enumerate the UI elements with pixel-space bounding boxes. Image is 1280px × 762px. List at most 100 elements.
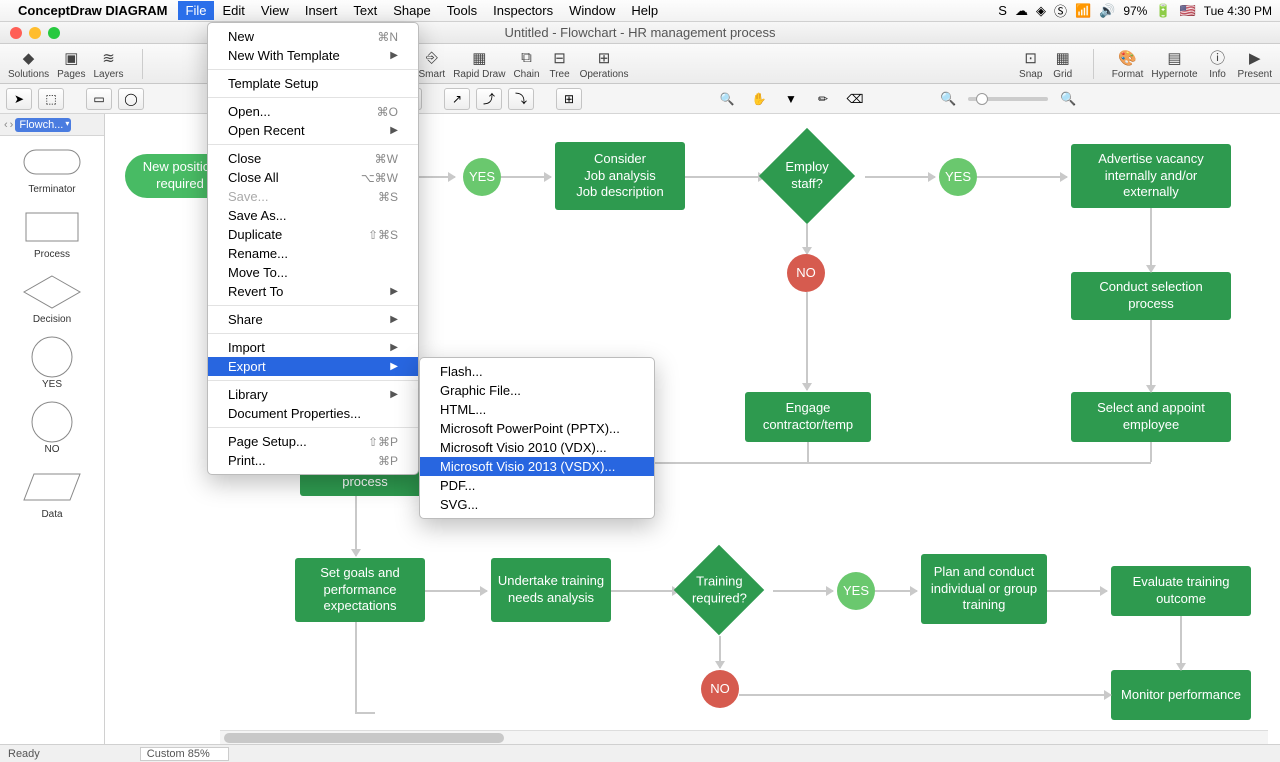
filemenu-duplicate[interactable]: Duplicate⇧⌘S [208, 225, 418, 244]
zoom-select[interactable]: Custom 85% [140, 747, 229, 761]
eyedropper-tool[interactable]: ✏ [810, 88, 836, 110]
filemenu-open-recent[interactable]: Open Recent▶ [208, 121, 418, 140]
menu-view[interactable]: View [253, 1, 297, 20]
toolbar-hypernote[interactable]: ▤Hypernote [1151, 48, 1197, 80]
battery-icon[interactable]: 🔋 [1155, 3, 1171, 19]
pointer-tool[interactable]: ➤ [6, 88, 32, 110]
eraser-tool[interactable]: ⌫ [842, 88, 868, 110]
node-employ-staff[interactable]: Employ staff? [759, 128, 855, 224]
menu-shape[interactable]: Shape [385, 1, 439, 20]
text-tool[interactable]: ⊞ [556, 88, 582, 110]
node-consider[interactable]: Consider Job analysis Job description [555, 142, 685, 210]
filemenu-library[interactable]: Library▶ [208, 385, 418, 404]
skype-icon[interactable]: Ⓢ [1054, 1, 1067, 20]
filemenu-new-with-template[interactable]: New With Template▶ [208, 46, 418, 65]
export-graphic-file-[interactable]: Graphic File... [420, 381, 654, 400]
shape-decision[interactable]: Decision [4, 274, 100, 325]
filemenu-share[interactable]: Share▶ [208, 310, 418, 329]
node-evaluate[interactable]: Evaluate training outcome [1111, 566, 1251, 616]
ellipse-tool[interactable]: ◯ [118, 88, 144, 110]
flag-icon[interactable]: 🇺🇸 [1180, 3, 1196, 19]
menu-window[interactable]: Window [561, 1, 623, 20]
filemenu-move-to-[interactable]: Move To... [208, 263, 418, 282]
menu-edit[interactable]: Edit [214, 1, 252, 20]
node-yes-3[interactable]: YES [837, 572, 875, 610]
shape-terminator[interactable]: Terminator [4, 144, 100, 195]
toolbar-rapid-draw[interactable]: ▦Rapid Draw [453, 48, 505, 80]
filemenu-new[interactable]: New⌘N [208, 27, 418, 46]
export-flash-[interactable]: Flash... [420, 362, 654, 381]
export-html-[interactable]: HTML... [420, 400, 654, 419]
export-pdf-[interactable]: PDF... [420, 476, 654, 495]
node-no-2[interactable]: NO [701, 670, 739, 708]
filemenu-print-[interactable]: Print...⌘P [208, 451, 418, 470]
menu-file[interactable]: File [178, 1, 215, 20]
cloud-icon[interactable]: ☁ [1015, 3, 1028, 19]
filemenu-page-setup-[interactable]: Page Setup...⇧⌘P [208, 432, 418, 451]
node-monitor[interactable]: Monitor performance [1111, 670, 1251, 720]
connector-tool[interactable]: ↗ [444, 88, 470, 110]
export-microsoft-powerpoint-pptx-[interactable]: Microsoft PowerPoint (PPTX)... [420, 419, 654, 438]
toolbar-present[interactable]: ▶Present [1238, 48, 1272, 80]
battery-percent[interactable]: 97% [1123, 4, 1147, 18]
stamp-tool[interactable]: ▼ [778, 88, 804, 110]
maximize-window[interactable] [48, 27, 60, 39]
diamond-icon[interactable]: ◈ [1036, 3, 1046, 19]
rect-tool[interactable]: ▭ [86, 88, 112, 110]
node-plan-conduct[interactable]: Plan and conduct individual or group tra… [921, 554, 1047, 624]
menu-text[interactable]: Text [345, 1, 385, 20]
shape-process[interactable]: Process [4, 209, 100, 260]
crumb-fwd[interactable]: › [10, 119, 14, 131]
node-advertise[interactable]: Advertise vacancy internally and/or exte… [1071, 144, 1231, 208]
node-select-appoint[interactable]: Select and appoint employee [1071, 392, 1231, 442]
filemenu-document-properties-[interactable]: Document Properties... [208, 404, 418, 423]
node-training-required[interactable]: Training required? [674, 545, 765, 636]
export-microsoft-visio-2013-vsdx-[interactable]: Microsoft Visio 2013 (VSDX)... [420, 457, 654, 476]
filemenu-open-[interactable]: Open...⌘O [208, 102, 418, 121]
toolbar-tree[interactable]: ⊟Tree [548, 48, 572, 80]
crumb-library[interactable]: Flowch... [15, 118, 71, 132]
toolbar-smart[interactable]: ⎆Smart [419, 48, 446, 80]
menu-tools[interactable]: Tools [439, 1, 485, 20]
status-icon[interactable]: S [998, 3, 1007, 18]
crumb-back[interactable]: ‹ [4, 119, 8, 131]
filemenu-template-setup[interactable]: Template Setup [208, 74, 418, 93]
export-svg-[interactable]: SVG... [420, 495, 654, 514]
horizontal-scrollbar[interactable] [220, 730, 1268, 744]
close-window[interactable] [10, 27, 22, 39]
toolbar-format[interactable]: 🎨Format [1112, 48, 1144, 80]
app-name[interactable]: ConceptDraw DIAGRAM [18, 3, 168, 18]
select-tool[interactable]: ⬚ [38, 88, 64, 110]
toolbar-solutions[interactable]: ◆Solutions [8, 48, 49, 80]
zoom-in-icon[interactable]: 🔍 [1060, 91, 1076, 107]
menu-inspectors[interactable]: Inspectors [485, 1, 561, 20]
filemenu-import[interactable]: Import▶ [208, 338, 418, 357]
node-engage-contractor[interactable]: Engage contractor/temp [745, 392, 871, 442]
wifi-icon[interactable]: 📶 [1075, 3, 1091, 19]
toolbar-snap[interactable]: ⊡Snap [1019, 48, 1043, 80]
connector3-tool[interactable]: ⤵ [508, 88, 534, 110]
node-conduct-selection[interactable]: Conduct selection process [1071, 272, 1231, 320]
volume-icon[interactable]: 🔊 [1099, 3, 1115, 19]
filemenu-save-as-[interactable]: Save As... [208, 206, 418, 225]
connector2-tool[interactable]: ⤴ [476, 88, 502, 110]
toolbar-pages[interactable]: ▣Pages [57, 48, 85, 80]
menu-help[interactable]: Help [623, 1, 666, 20]
zoom-tool[interactable]: 🔍 [714, 88, 740, 110]
toolbar-chain[interactable]: ⧉Chain [513, 48, 539, 80]
export-microsoft-visio-2010-vdx-[interactable]: Microsoft Visio 2010 (VDX)... [420, 438, 654, 457]
shape-data[interactable]: Data [4, 469, 100, 520]
toolbar-grid[interactable]: ▦Grid [1051, 48, 1075, 80]
filemenu-export[interactable]: Export▶ [208, 357, 418, 376]
node-no-1[interactable]: NO [787, 254, 825, 292]
node-yes-2[interactable]: YES [939, 158, 977, 196]
shape-no[interactable]: NO [4, 404, 100, 455]
minimize-window[interactable] [29, 27, 41, 39]
node-set-goals[interactable]: Set goals and performance expectations [295, 558, 425, 622]
filemenu-close[interactable]: Close⌘W [208, 149, 418, 168]
menu-insert[interactable]: Insert [297, 1, 346, 20]
filemenu-rename-[interactable]: Rename... [208, 244, 418, 263]
node-yes-1[interactable]: YES [463, 158, 501, 196]
hand-tool[interactable]: ✋ [746, 88, 772, 110]
toolbar-operations[interactable]: ⊞Operations [580, 48, 629, 80]
